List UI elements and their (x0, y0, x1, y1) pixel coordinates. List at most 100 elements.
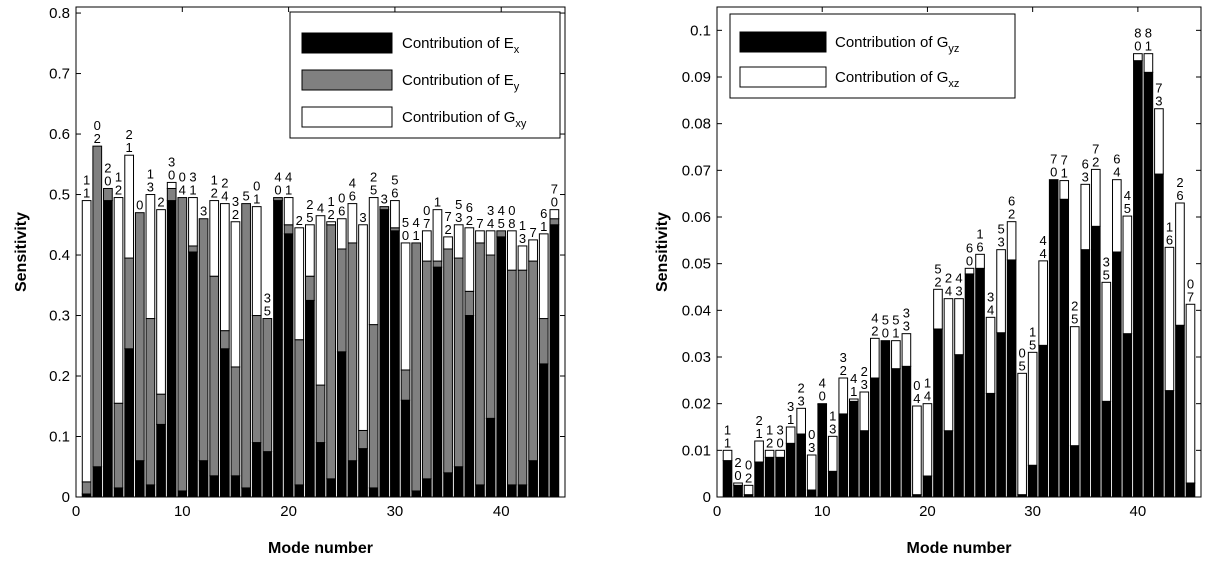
x-tick-label: 20 (919, 503, 936, 520)
bar-mode-8-series-2 (796, 407, 806, 435)
bar-mode-34-series-2 (1069, 326, 1080, 447)
bar-mode-36-series-1 (453, 466, 464, 498)
bar-mode-27-series-2 (996, 249, 1006, 334)
bar-label-mode-6: 0 (136, 198, 143, 213)
bar-mode-35-series-1 (443, 472, 453, 498)
bar-mode-30-series-2 (1027, 351, 1038, 466)
bar-mode-26-series-2 (347, 242, 358, 462)
y-tick-label: 0.1 (690, 22, 711, 39)
bar-mode-15-series-2 (230, 366, 241, 477)
bar-mode-16-series-2 (241, 203, 251, 489)
bar-mode-31-series-1 (400, 399, 411, 498)
x-tick-label: 30 (387, 503, 404, 520)
bar-mode-9-series-2 (166, 187, 177, 202)
bar-mode-23-series-3 (315, 215, 326, 386)
bar-mode-17-series-2 (251, 315, 262, 444)
bar-mode-25-series-2 (975, 253, 985, 269)
bar-label-mode-27: 3 (359, 210, 366, 225)
bar-mode-36-series-1 (1090, 225, 1101, 498)
bar-mode-5-series-1 (124, 348, 135, 498)
bar-mode-40-series-2 (1133, 53, 1143, 62)
bar-mode-26-series-1 (347, 460, 358, 498)
bar-mode-33-series-1 (421, 478, 432, 498)
bar-mode-39-series-2 (485, 254, 496, 419)
bar-mode-3-series-2 (743, 484, 754, 496)
bar-mode-43-series-1 (1164, 390, 1175, 498)
bar-mode-36-series-2 (1090, 168, 1101, 227)
bar-mode-43-series-2 (1164, 246, 1175, 392)
bar-mode-18-series-1 (901, 365, 912, 498)
bar-mode-21-series-3 (294, 227, 305, 341)
y-tick-label: 0.04 (682, 302, 711, 319)
bar-mode-34-series-1 (432, 266, 443, 498)
bar-mode-35-series-1 (1080, 249, 1091, 498)
bar-mode-32-series-1 (411, 490, 422, 498)
bar-mode-25-series-2 (336, 248, 347, 353)
bar-mode-8-series-1 (796, 433, 806, 498)
bar-mode-11-series-2 (188, 245, 198, 253)
bar-mode-16-series-1 (880, 340, 891, 498)
bar-mode-25-series-1 (336, 351, 347, 498)
bar-mode-40-series-2 (496, 230, 507, 238)
bar-mode-14-series-2 (219, 330, 230, 350)
bar-mode-17-series-2 (891, 340, 901, 370)
legend: Contribution of Ex Contribution of Ey Cont… (289, 11, 561, 139)
bar-mode-20-series-2 (283, 224, 294, 235)
bar-mode-11-series-1 (188, 251, 198, 498)
bar-mode-39-series-1 (485, 417, 496, 498)
bar-mode-21-series-2 (933, 288, 943, 330)
legend-swatch-2 (301, 69, 393, 91)
bar-mode-44-series-1 (1175, 324, 1185, 498)
bar-mode-45-series-1 (549, 224, 560, 498)
bar-mode-7-series-2 (145, 318, 156, 486)
bar-mode-1-series-2 (722, 449, 733, 462)
bar-mode-24-series-2 (964, 267, 975, 275)
y-tick-label: 0.02 (682, 396, 711, 413)
bar-mode-34-series-1 (1069, 445, 1080, 498)
bar-mode-8-series-2 (156, 393, 166, 425)
bar-mode-25-series-3 (336, 218, 347, 250)
y-tick-label: 0.5 (49, 187, 70, 204)
bar-mode-11-series-2 (827, 435, 838, 472)
bar-mode-20-series-1 (283, 233, 294, 498)
bar-mode-9-series-3 (166, 181, 177, 189)
bar-mode-19-series-2 (273, 197, 283, 202)
bar-mode-27-series-2 (358, 429, 368, 450)
bar-mode-41-series-3 (506, 230, 517, 271)
bar-mode-13-series-1 (848, 400, 859, 498)
bar-mode-40-series-1 (1133, 60, 1143, 498)
bar-mode-43-series-2 (528, 260, 538, 462)
bar-mode-37-series-1 (464, 315, 475, 498)
bar-mode-42-series-2 (1154, 108, 1164, 175)
x-tick-label: 40 (493, 503, 510, 520)
bar-mode-44-series-3 (538, 233, 549, 320)
bar-mode-18-series-2 (901, 333, 912, 367)
bar-mode-4-series-3 (113, 197, 124, 404)
bar-mode-10-series-1 (817, 404, 828, 498)
bar-label-mode-12: 3 (200, 204, 207, 219)
bar-mode-43-series-3 (528, 239, 538, 262)
